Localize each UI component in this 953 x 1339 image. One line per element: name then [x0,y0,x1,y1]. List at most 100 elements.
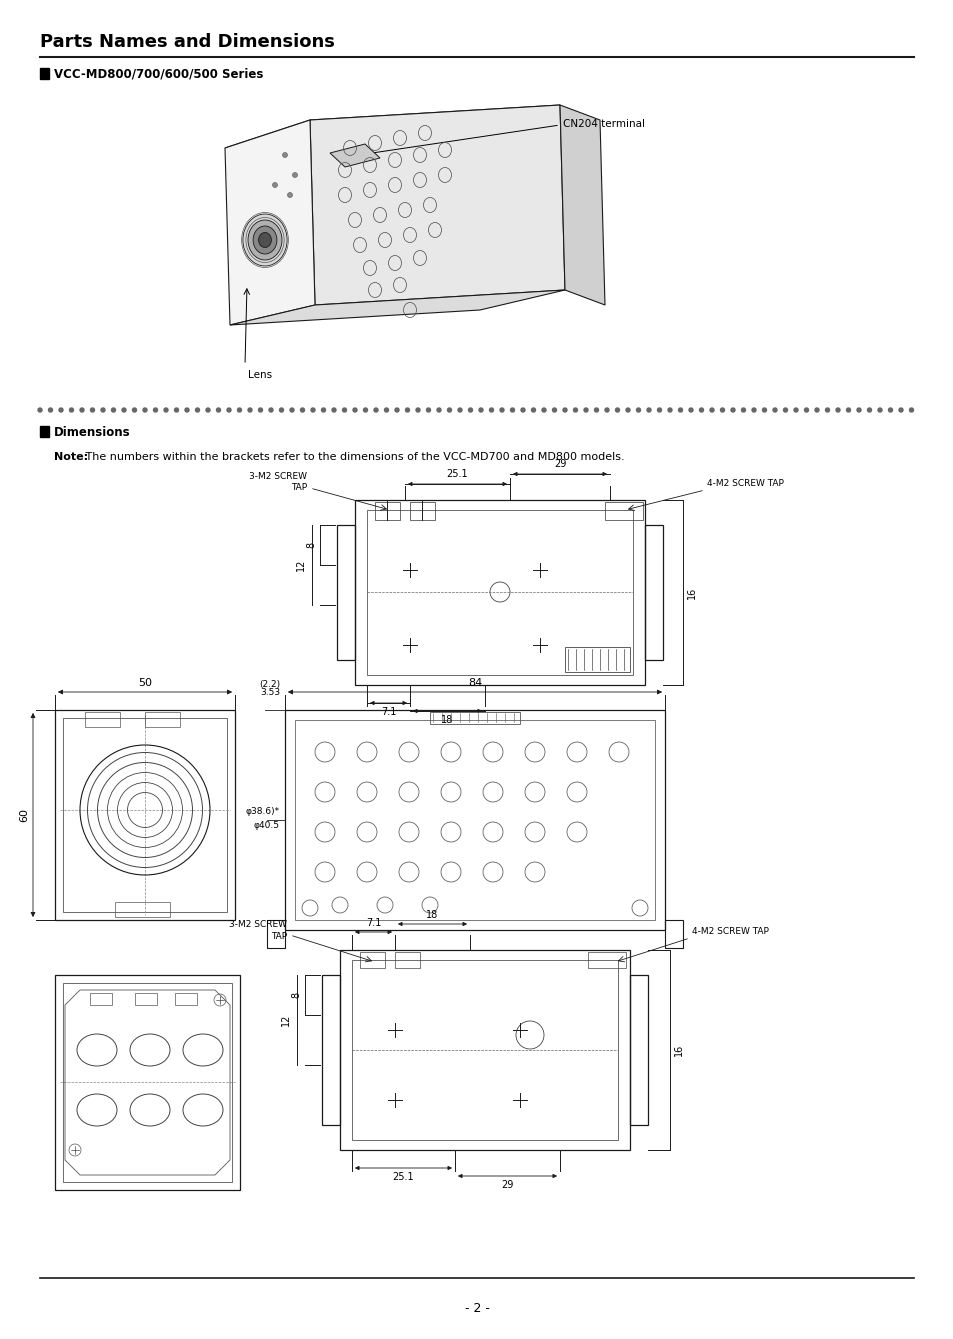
Bar [367,510,633,675]
Circle shape [740,408,744,412]
Circle shape [845,408,850,412]
Text: CN204 terminal: CN204 terminal [562,119,644,129]
Bar [55,975,240,1190]
Circle shape [416,408,419,412]
Circle shape [70,408,73,412]
Circle shape [866,408,871,412]
Text: 25.1: 25.1 [393,1172,414,1182]
Circle shape [552,408,556,412]
Text: 8: 8 [306,542,315,548]
Circle shape [688,408,692,412]
Circle shape [122,408,126,412]
Text: 16: 16 [673,1044,683,1056]
Circle shape [132,408,136,412]
Bar [336,525,355,660]
Bar [145,712,180,727]
Text: 12: 12 [295,558,306,572]
Circle shape [258,408,262,412]
Circle shape [101,408,105,412]
Circle shape [279,408,283,412]
Bar [564,647,629,672]
Circle shape [657,408,660,412]
Text: VCC-MD800/700/600/500 Series: VCC-MD800/700/600/500 Series [54,67,263,80]
Text: 16: 16 [686,586,697,599]
Circle shape [342,408,346,412]
Bar [90,994,112,1006]
Circle shape [594,408,598,412]
Circle shape [174,408,178,412]
Bar [285,710,664,931]
Text: - 2 -: - 2 - [464,1302,489,1315]
Bar [135,994,157,1006]
Circle shape [782,408,786,412]
Circle shape [856,408,861,412]
Circle shape [510,408,514,412]
Circle shape [615,408,618,412]
Circle shape [583,408,587,412]
Circle shape [321,408,325,412]
Bar [267,920,285,948]
Text: 3-M2 SCREW: 3-M2 SCREW [249,473,307,481]
Bar [664,920,682,948]
Circle shape [468,408,472,412]
Circle shape [332,408,335,412]
Text: 84: 84 [467,678,481,688]
Circle shape [751,408,755,412]
Circle shape [273,182,277,187]
Circle shape [667,408,671,412]
Text: 60: 60 [19,807,29,822]
Circle shape [311,408,314,412]
Circle shape [91,408,94,412]
Text: 18: 18 [426,911,438,920]
Text: 25.1: 25.1 [446,469,468,479]
Text: 4-M2 SCREW TAP: 4-M2 SCREW TAP [691,927,768,936]
Circle shape [227,408,231,412]
Circle shape [216,408,220,412]
Text: Parts Names and Dimensions: Parts Names and Dimensions [40,33,335,51]
Bar [339,949,629,1150]
Bar [40,68,49,79]
Circle shape [478,408,482,412]
Circle shape [59,408,63,412]
Circle shape [153,408,157,412]
Polygon shape [559,104,604,305]
Text: Lens: Lens [248,370,272,380]
Circle shape [573,408,577,412]
Bar [410,502,435,520]
Bar [63,718,227,912]
Circle shape [374,408,377,412]
Bar [294,720,655,920]
Bar [352,960,618,1139]
Circle shape [531,408,535,412]
Circle shape [908,408,913,412]
Text: TAP: TAP [291,483,307,491]
Bar [63,983,232,1182]
Circle shape [520,408,524,412]
Text: 8: 8 [291,992,301,998]
Circle shape [457,408,461,412]
Text: φ40.5: φ40.5 [253,822,280,830]
Circle shape [625,408,629,412]
Circle shape [499,408,503,412]
Circle shape [282,153,287,158]
Circle shape [436,408,440,412]
Circle shape [248,408,252,412]
Circle shape [237,408,241,412]
Text: 7.1: 7.1 [365,919,381,928]
Bar [629,975,647,1125]
Bar [115,902,170,917]
Bar [40,426,49,437]
Bar [587,952,625,968]
Text: 3.53: 3.53 [259,688,280,698]
Bar [85,712,120,727]
Text: 50: 50 [138,678,152,688]
Polygon shape [310,104,564,305]
Circle shape [604,408,608,412]
Circle shape [293,173,297,178]
Text: 12: 12 [281,1014,291,1026]
Circle shape [195,408,199,412]
Circle shape [447,408,451,412]
Circle shape [426,408,430,412]
Circle shape [803,408,807,412]
Circle shape [405,408,409,412]
